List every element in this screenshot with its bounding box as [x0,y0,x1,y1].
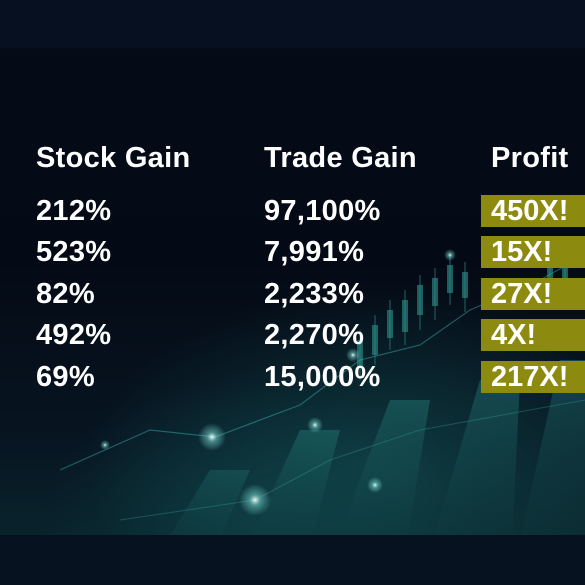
profit-highlight [481,319,585,351]
profit-cell: 217X! [491,361,569,393]
trade-gain-cell: 97,100% [264,195,381,227]
trade-gain-cell: 15,000% [264,361,381,393]
profit-cell: 4X! [491,319,537,351]
trade-gain-cell: 2,270% [264,319,365,351]
stock-gain-cell: 523% [36,236,112,268]
header-stock-gain: Stock Gain [36,142,191,174]
profit-cell: 27X! [491,278,553,310]
trade-gain-cell: 7,991% [264,236,365,268]
header-profit: Profit [491,142,569,174]
stock-gain-cell: 492% [36,319,112,351]
top-band [0,0,585,48]
bottom-band [0,535,585,585]
stock-gain-cell: 212% [36,195,112,227]
stock-gain-cell: 69% [36,361,95,393]
stock-gain-cell: 82% [36,278,95,310]
header-trade-gain: Trade Gain [264,142,417,174]
trade-gain-cell: 2,233% [264,278,365,310]
profit-cell: 15X! [491,236,553,268]
profit-cell: 450X! [491,195,569,227]
profit-highlight [481,195,585,227]
profit-highlight [481,278,585,310]
profit-highlight [481,236,585,268]
profit-highlight [481,361,585,393]
